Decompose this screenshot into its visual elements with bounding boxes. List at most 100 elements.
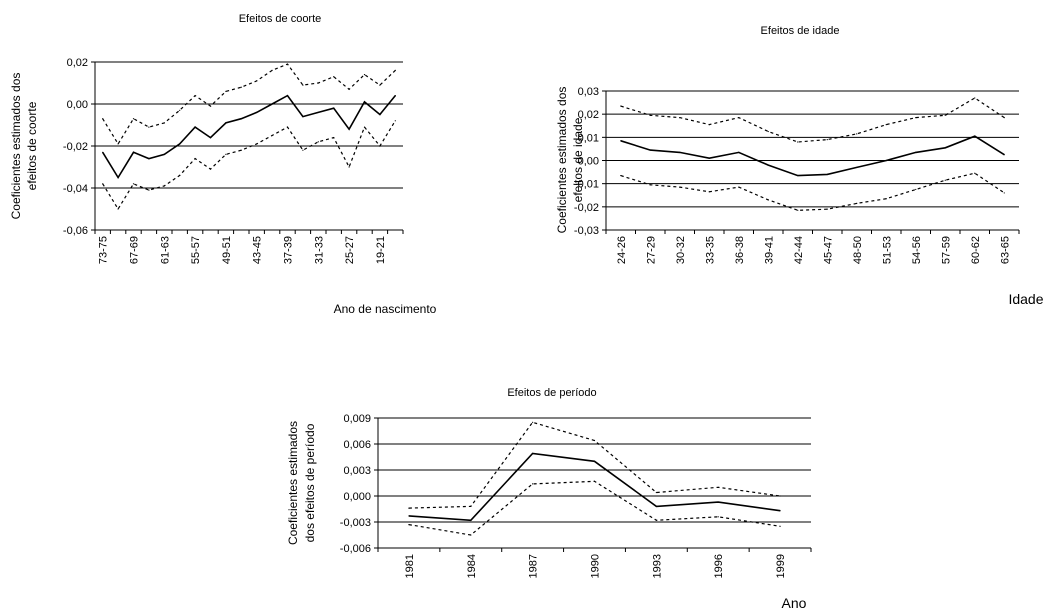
- cohort-series2-point: [148, 189, 150, 191]
- age-x-tick-label: 51-53: [881, 236, 893, 264]
- period-series0-point: [532, 452, 534, 455]
- period-series1-point: [717, 486, 719, 488]
- cohort-series2-point: [209, 168, 212, 170]
- age-estimate-line: [620, 135, 1005, 177]
- cohort-series1-point: [163, 122, 165, 124]
- age-series1-point: [708, 123, 710, 126]
- period-chart: Efeitos de período -0,006 -0,003 0,000 0,003…: [286, 387, 812, 611]
- period-series2-point: [470, 534, 472, 536]
- age-series1-point: [1003, 117, 1005, 119]
- period-series1-point: [532, 421, 534, 423]
- cohort-series2-point: [286, 126, 289, 128]
- period-y-tick-label: -0,006: [340, 543, 371, 555]
- age-y-tick-label: 0,02: [578, 109, 599, 121]
- age-series0-point: [885, 159, 887, 162]
- cohort-series0-point: [363, 101, 366, 103]
- period-y-tick-label: 0,009: [343, 413, 371, 425]
- cohort-y-axis-label: Coeficientes estimados dos: [9, 73, 23, 220]
- age-series0-point: [679, 151, 681, 153]
- cohort-series1-point: [348, 88, 350, 90]
- cohort-x-axis-label: Ano de nascimento: [334, 302, 437, 316]
- cohort-series0-point: [333, 107, 335, 109]
- age-x-tick-label: 39-41: [763, 236, 775, 264]
- age-series1-point: [767, 130, 769, 133]
- period-series0-point: [717, 501, 719, 503]
- cohort-series0-point: [132, 151, 135, 153]
- age-x-tick-label: 36-38: [734, 236, 746, 264]
- age-series1-point: [826, 139, 828, 141]
- age-series0-point: [826, 173, 828, 175]
- cohort-series1-point: [256, 80, 258, 82]
- cohort-series0-point: [225, 122, 227, 124]
- period-series2-point: [655, 519, 657, 521]
- period-x-tick-label: 1990: [590, 554, 602, 578]
- age-x-tick-label: 48-50: [852, 236, 864, 264]
- cohort-series1-point: [379, 84, 381, 86]
- age-series1-point: [915, 117, 917, 119]
- period-series2-point: [717, 516, 719, 518]
- cohort-series0-point: [271, 103, 273, 105]
- cohort-series2-point: [256, 143, 258, 145]
- age-series1-point: [679, 117, 681, 119]
- age-chart: Efeitos de idade -0,03 -0,02 -0,01 0,00 0,01 0…: [555, 25, 1044, 307]
- period-series2-point: [779, 525, 781, 527]
- cohort-series1-point: [132, 118, 135, 120]
- age-series2-point: [767, 199, 769, 201]
- period-x-tick-label: 1999: [775, 554, 787, 578]
- cohort-series0-point: [286, 95, 289, 97]
- age-series1-point: [974, 97, 976, 99]
- cohort-x-tick-label: 49-51: [221, 236, 233, 264]
- age-series0-point: [915, 151, 917, 153]
- period-x-tick-label: 1996: [713, 554, 725, 578]
- cohort-series1-point: [225, 90, 227, 92]
- age-y-axis-label: Coeficientes estimados dos: [555, 87, 569, 234]
- cohort-series2-point: [132, 183, 135, 185]
- period-title: Efeitos de período: [507, 387, 596, 399]
- period-series2-point: [532, 483, 534, 485]
- period-series0-point: [408, 515, 410, 517]
- cohort-series1-point: [240, 86, 242, 88]
- period-series0-point: [779, 510, 781, 512]
- period-series1-point: [655, 491, 657, 494]
- cohort-series0-point: [348, 128, 350, 130]
- age-series2-point: [649, 184, 651, 186]
- age-x-tick-label: 30-32: [675, 236, 687, 264]
- cohort-series1-point: [102, 118, 104, 120]
- period-series1-point: [593, 439, 596, 442]
- cohort-series1-point: [148, 126, 150, 128]
- period-x-tick-label: 1981: [404, 554, 416, 578]
- age-series0-point: [974, 135, 976, 137]
- period-series2-point: [408, 524, 410, 526]
- age-title: Efeitos de idade: [761, 25, 840, 37]
- cohort-series0-point: [256, 111, 258, 113]
- cohort-series0-point: [379, 113, 381, 116]
- age-series2-point: [797, 209, 799, 211]
- age-x-tick-label: 27-29: [645, 236, 657, 264]
- age-series0-point: [767, 164, 769, 166]
- cohort-series2-point: [379, 145, 381, 147]
- age-y-tick-label: 0,03: [578, 86, 599, 98]
- age-series2-point: [885, 198, 887, 200]
- cohort-series0-point: [179, 143, 181, 145]
- cohort-series0-point: [102, 151, 104, 153]
- cohort-y-tick-label: 0,02: [67, 57, 88, 69]
- cohort-series2-point: [302, 149, 304, 151]
- cohort-series1-point: [117, 143, 119, 145]
- cohort-series1-point: [194, 95, 196, 97]
- cohort-series2-point: [117, 208, 119, 210]
- cohort-series2-point: [348, 166, 350, 168]
- period-y-tick-label: 0,000: [343, 491, 371, 503]
- cohort-series0-point: [148, 158, 150, 160]
- cohort-series0-point: [394, 95, 396, 97]
- age-series1-point: [738, 117, 740, 119]
- period-series1-point: [408, 507, 410, 509]
- age-x-axis-label: Idade: [1008, 291, 1043, 307]
- cohort-series1-point: [286, 63, 289, 65]
- age-series2-point: [944, 179, 946, 181]
- age-series2-point: [826, 208, 828, 210]
- cohort-series0-point: [194, 126, 196, 128]
- age-series1-point: [649, 114, 651, 116]
- cohort-x-tick-label: 73-75: [98, 236, 110, 264]
- age-y-axis-label: efeitos de idade: [571, 117, 585, 202]
- cohort-estimate-line: [102, 94, 396, 180]
